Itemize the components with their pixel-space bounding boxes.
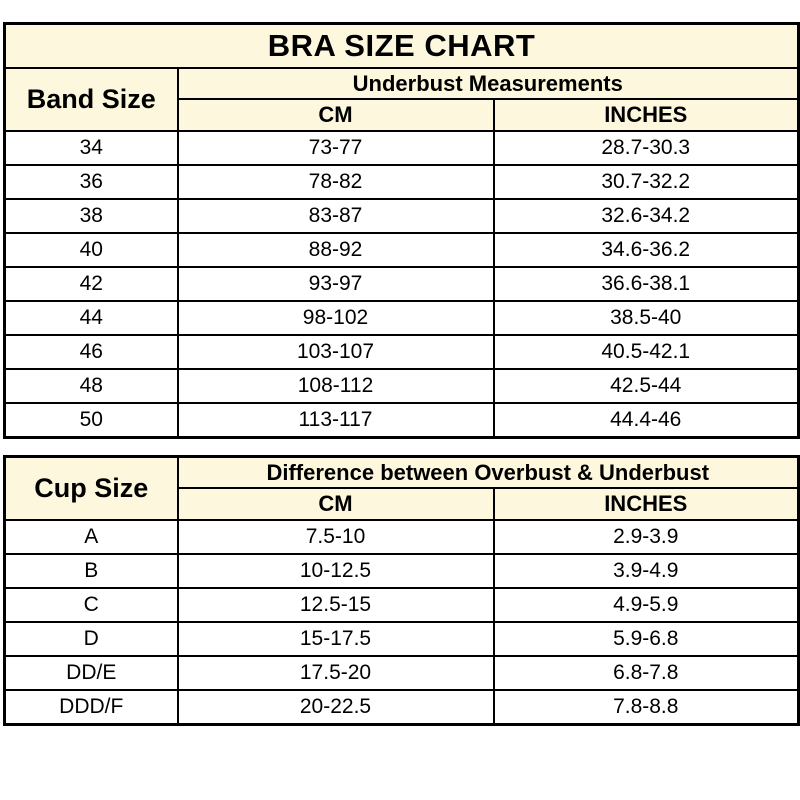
table-cell: 83-87	[176, 198, 495, 234]
cup-inches-header: INCHES	[492, 487, 800, 521]
table-row: A 7.5-10 2.9-3.9	[3, 519, 800, 555]
table-row: 38 83-87 32.6-34.2	[3, 198, 800, 234]
table-cell: 34	[3, 130, 179, 166]
chart-title-row: BRA SIZE CHART	[3, 22, 800, 69]
table-cell: DDD/F	[3, 689, 179, 726]
table-cell: 17.5-20	[176, 655, 495, 691]
cup-cm-header: CM	[176, 487, 495, 521]
table-cell: 103-107	[176, 334, 495, 370]
table-cell: A	[3, 519, 179, 555]
table-cell: 42	[3, 266, 179, 302]
table-row: 40 88-92 34.6-36.2	[3, 232, 800, 268]
table-cell: 48	[3, 368, 179, 404]
table-cell: 5.9-6.8	[492, 621, 800, 657]
table-cell: 15-17.5	[176, 621, 495, 657]
table-row: D 15-17.5 5.9-6.8	[3, 621, 800, 657]
table-cell: 30.7-32.2	[492, 164, 800, 200]
table-cell: 108-112	[176, 368, 495, 404]
table-cell: 113-117	[176, 402, 495, 439]
table-cell: C	[3, 587, 179, 623]
table-cell: 46	[3, 334, 179, 370]
band-size-table: BRA SIZE CHART Band Size Underbust Measu…	[3, 22, 800, 439]
band-inches-header: INCHES	[492, 98, 800, 132]
cup-size-table: Cup Size Difference between Overbust & U…	[3, 455, 800, 726]
table-cell: 7.8-8.8	[492, 689, 800, 726]
table-cell: 3.9-4.9	[492, 553, 800, 589]
table-cell: 2.9-3.9	[492, 519, 800, 555]
table-cell: 6.8-7.8	[492, 655, 800, 691]
table-row: 42 93-97 36.6-38.1	[3, 266, 800, 302]
table-row: 36 78-82 30.7-32.2	[3, 164, 800, 200]
table-cell: 73-77	[176, 130, 495, 166]
table-cell: B	[3, 553, 179, 589]
table-cell: 7.5-10	[176, 519, 495, 555]
band-group-header-row: Band Size Underbust Measurements	[3, 67, 800, 132]
table-cell: 78-82	[176, 164, 495, 200]
underbust-measurements-header: Underbust Measurements	[176, 67, 800, 100]
table-row: C 12.5-15 4.9-5.9	[3, 587, 800, 623]
difference-overbust-underbust-header: Difference between Overbust & Underbust	[176, 455, 800, 489]
table-cell: 93-97	[176, 266, 495, 302]
table-cell: D	[3, 621, 179, 657]
table-cell: 44.4-46	[492, 402, 800, 439]
table-row: DD/E 17.5-20 6.8-7.8	[3, 655, 800, 691]
table-row: 48 108-112 42.5-44	[3, 368, 800, 404]
table-cell: 42.5-44	[492, 368, 800, 404]
table-cell: 38.5-40	[492, 300, 800, 336]
table-cell: 36.6-38.1	[492, 266, 800, 302]
table-cell: 50	[3, 402, 179, 439]
table-cell: 88-92	[176, 232, 495, 268]
table-row: 46 103-107 40.5-42.1	[3, 334, 800, 370]
table-row: B 10-12.5 3.9-4.9	[3, 553, 800, 589]
table-row: 34 73-77 28.7-30.3	[3, 130, 800, 166]
table-cell: 4.9-5.9	[492, 587, 800, 623]
band-cm-header: CM	[176, 98, 495, 132]
table-cell: 34.6-36.2	[492, 232, 800, 268]
table-cell: 36	[3, 164, 179, 200]
table-cell: 10-12.5	[176, 553, 495, 589]
cup-size-header: Cup Size	[3, 455, 179, 521]
band-size-table-body: 34 73-77 28.7-30.3 36 78-82 30.7-32.2 38 83-87 3…	[3, 130, 800, 439]
table-row: 50 113-117 44.4-46	[3, 402, 800, 439]
table-row: 44 98-102 38.5-40	[3, 300, 800, 336]
band-size-header: Band Size	[3, 67, 179, 132]
table-gap	[3, 439, 797, 455]
table-cell: 20-22.5	[176, 689, 495, 726]
table-cell: 28.7-30.3	[492, 130, 800, 166]
cup-size-table-body: A 7.5-10 2.9-3.9 B 10-12.5 3.9-4.9 C 12.5-15 4.9…	[3, 519, 800, 726]
table-cell: 40	[3, 232, 179, 268]
table-cell: 98-102	[176, 300, 495, 336]
table-row: DDD/F 20-22.5 7.8-8.8	[3, 689, 800, 726]
table-cell: 12.5-15	[176, 587, 495, 623]
table-cell: 44	[3, 300, 179, 336]
table-cell: 32.6-34.2	[492, 198, 800, 234]
table-cell: 38	[3, 198, 179, 234]
cup-group-header-row: Cup Size Difference between Overbust & U…	[3, 455, 800, 521]
table-cell: DD/E	[3, 655, 179, 691]
table-cell: 40.5-42.1	[492, 334, 800, 370]
chart-title: BRA SIZE CHART	[3, 22, 800, 69]
cup-unit-header-row: CM INCHES	[5, 487, 800, 521]
band-unit-header-row: CM INCHES	[5, 98, 800, 132]
